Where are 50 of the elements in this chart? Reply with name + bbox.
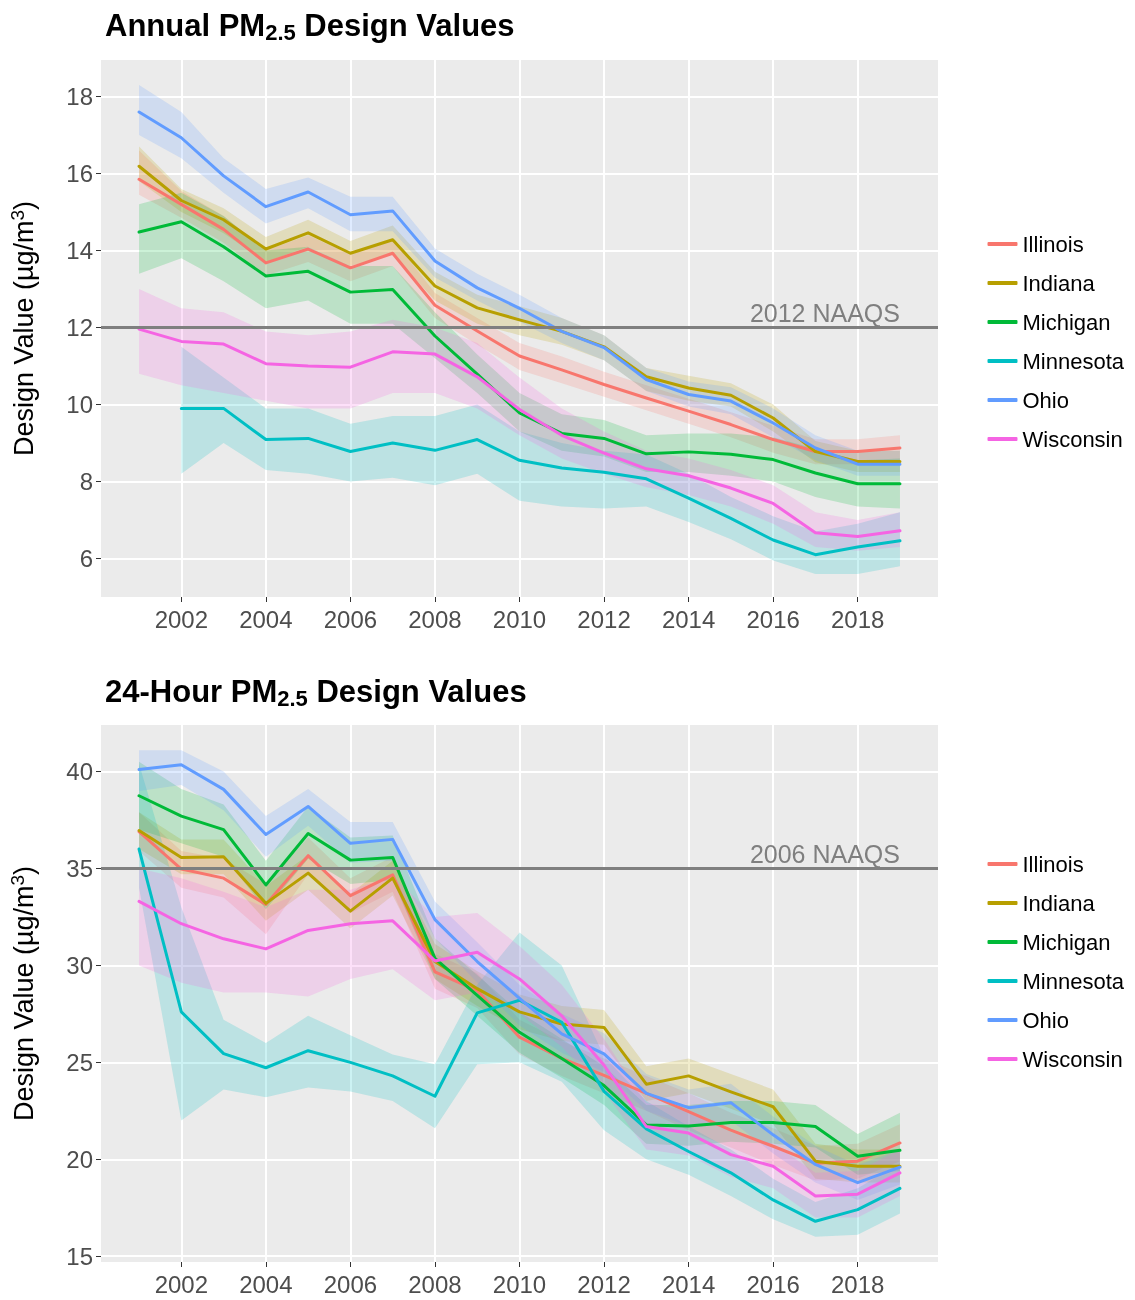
x-tick-label: 2002	[154, 1270, 209, 1298]
legend-label: Indiana	[1022, 270, 1096, 296]
y-tick-label: 10	[66, 391, 93, 419]
legend-label: Ohio	[1022, 1007, 1069, 1033]
legend-label: Minnesota	[1022, 348, 1125, 374]
y-tick-label: 25	[66, 1048, 93, 1076]
x-tick-label: 2008	[408, 605, 462, 633]
y-tick-label: 14	[66, 237, 93, 265]
x-tick-label: 2004	[239, 605, 293, 633]
x-tick-label: 2010	[492, 605, 547, 633]
y-tick-label: 16	[66, 160, 93, 188]
y-tick-label: 6	[79, 545, 93, 573]
x-tick-label: 2002	[154, 605, 209, 633]
ref-line-label: 2012 NAAQS	[749, 299, 900, 328]
y-tick-label: 40	[66, 758, 93, 786]
y-tick-label: 35	[66, 854, 93, 882]
line-series	[137, 327, 902, 539]
legend-label: Michigan	[1022, 309, 1111, 335]
x-tick-label: 2012	[577, 605, 631, 633]
y-axis-title: Design Value (µg/m3)	[7, 865, 39, 1122]
x-tick-label: 2016	[746, 605, 800, 633]
y-tick-label: 20	[66, 1145, 93, 1173]
y-tick-label: 18	[66, 83, 93, 111]
legend-label: Illinois	[1022, 231, 1084, 257]
x-tick-label: 2004	[239, 1270, 293, 1298]
x-tick-label: 2014	[661, 1270, 716, 1298]
legend-label: Ohio	[1022, 387, 1069, 413]
legend-label: Illinois	[1022, 851, 1084, 877]
x-tick-label: 2008	[408, 1270, 462, 1298]
legend-label: Michigan	[1022, 929, 1111, 955]
x-tick-label: 2010	[492, 1270, 547, 1298]
x-tick-label: 2006	[323, 1270, 378, 1298]
x-tick-label: 2006	[323, 605, 378, 633]
y-tick-label: 12	[66, 314, 93, 342]
line-series	[179, 406, 902, 557]
y-tick-label: 30	[66, 951, 93, 979]
x-tick-label: 2012	[577, 1270, 631, 1298]
y-tick-label: 15	[66, 1242, 93, 1270]
line-series	[137, 220, 902, 486]
y-tick-label: 8	[79, 468, 93, 496]
legend-label: Wisconsin	[1022, 426, 1123, 452]
legend-label: Minnesota	[1022, 968, 1125, 994]
x-tick-label: 2014	[661, 605, 716, 633]
x-tick-label: 2018	[830, 605, 885, 633]
ref-line-label: 2006 NAAQS	[749, 839, 900, 868]
legend-label: Indiana	[1022, 890, 1096, 916]
x-tick-label: 2018	[830, 1270, 885, 1298]
legend-label: Wisconsin	[1022, 1046, 1123, 1072]
y-axis-title: Design Value (µg/m3)	[7, 200, 39, 457]
x-tick-label: 2016	[746, 1270, 800, 1298]
